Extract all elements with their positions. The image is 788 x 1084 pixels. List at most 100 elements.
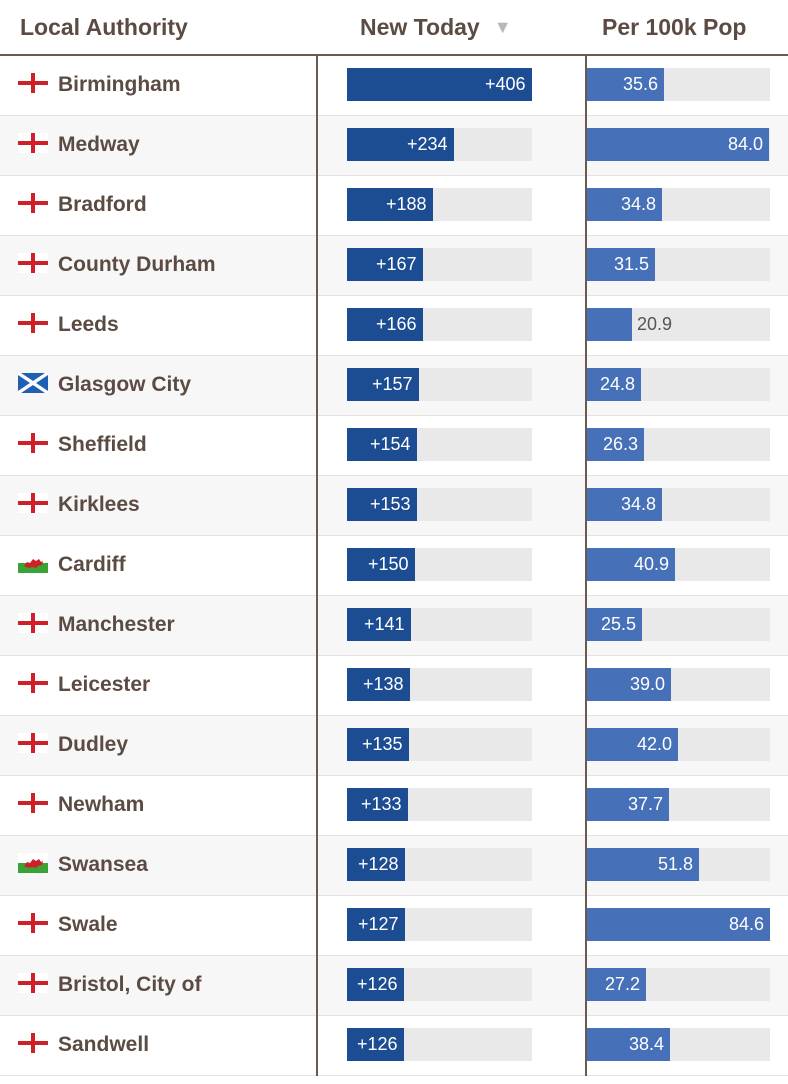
per-100k-value: 24.8	[600, 374, 636, 394]
per-100k-bar	[587, 128, 769, 161]
per-100k-value: 38.4	[629, 1034, 665, 1054]
new-today-value: +153	[370, 494, 411, 514]
new-today-bar-track: +153	[347, 488, 532, 521]
per-100k-value: 27.2	[605, 974, 641, 994]
per-100k-bar-track: 34.8	[587, 188, 770, 221]
per-100k-bar-track: 24.8	[587, 368, 770, 401]
per-100k-bar	[587, 68, 664, 101]
per-100k-value: 35.6	[623, 74, 659, 94]
table-row: Leicester +138 39.0	[0, 656, 788, 716]
per-100k-value: 37.7	[628, 794, 664, 814]
table-row: Bristol, City of +126 27.2	[0, 956, 788, 1016]
new-today-bar-track: +157	[347, 368, 532, 401]
new-today-value: +126	[357, 1034, 398, 1054]
per-100k-value: 40.9	[634, 554, 670, 574]
per-100k-value: 84.0	[728, 134, 764, 154]
england-flag-icon	[18, 613, 48, 633]
table-row: Birmingham +406 35.6	[0, 56, 788, 116]
column-header-per-100k[interactable]: Per 100k Pop	[602, 0, 746, 54]
per-100k-bar	[587, 188, 662, 221]
new-today-bar-track: +127	[347, 908, 532, 941]
local-authority-name: Sheffield	[58, 433, 147, 456]
new-today-bar-track: +166	[347, 308, 532, 341]
new-today-bar	[347, 488, 417, 521]
new-today-value: +128	[358, 854, 399, 874]
new-today-bar-track: +234	[347, 128, 532, 161]
per-100k-bar-track: 27.2	[587, 968, 770, 1001]
new-today-bar	[347, 968, 404, 1001]
per-100k-value: 42.0	[637, 734, 673, 754]
per-100k-bar	[587, 308, 632, 341]
new-today-value: +406	[485, 74, 526, 94]
per-100k-bar-track: 37.7	[587, 788, 770, 821]
table-row: Kirklees +153 34.8	[0, 476, 788, 536]
new-today-bar-track: +126	[347, 1028, 532, 1061]
new-today-value: +126	[357, 974, 398, 994]
new-today-bar-track: +138	[347, 668, 532, 701]
per-100k-bar	[587, 548, 675, 581]
scotland-flag-icon	[17, 371, 49, 395]
table-row: Medway +234 84.0	[0, 116, 788, 176]
new-today-bar	[347, 368, 419, 401]
local-authority-name: Leeds	[58, 313, 119, 336]
local-authority-name: Swansea	[58, 853, 148, 876]
local-authority-name: Swale	[58, 913, 118, 936]
local-authority-name: Medway	[58, 133, 140, 156]
new-today-bar	[347, 788, 408, 821]
per-100k-bar-track: 31.5	[587, 248, 770, 281]
table-row: Glasgow City +157 24.8	[0, 356, 788, 416]
england-flag-icon	[18, 433, 48, 453]
per-100k-bar-track: 26.3	[587, 428, 770, 461]
new-today-value: +157	[372, 374, 413, 394]
england-flag-icon	[18, 733, 48, 753]
per-100k-value: 84.6	[729, 914, 765, 934]
per-100k-bar-track: 38.4	[587, 1028, 770, 1061]
per-100k-bar-track: 39.0	[587, 668, 770, 701]
column-header-new-today[interactable]: New Today ▼	[360, 0, 512, 54]
new-today-value: +150	[368, 554, 409, 574]
england-flag-icon	[18, 193, 48, 213]
local-authority-name: Bradford	[58, 193, 147, 216]
new-today-bar	[347, 608, 411, 641]
new-today-value: +166	[376, 314, 417, 334]
per-100k-bar	[587, 248, 655, 281]
per-100k-bar-track: 34.8	[587, 488, 770, 521]
new-today-value: +188	[386, 194, 427, 214]
new-today-bar-track: +128	[347, 848, 532, 881]
new-today-value: +141	[364, 614, 405, 634]
per-100k-bar	[587, 368, 641, 401]
wales-flag-icon	[18, 853, 48, 873]
table-row: Manchester +141 25.5	[0, 596, 788, 656]
per-100k-bar-track: 40.9	[587, 548, 770, 581]
new-today-bar-track: +135	[347, 728, 532, 761]
per-100k-bar	[587, 728, 678, 761]
new-today-bar	[347, 728, 409, 761]
england-flag-icon	[18, 913, 48, 933]
column-header-local-authority[interactable]: Local Authority	[20, 0, 188, 54]
table-row: Leeds +166 20.9	[0, 296, 788, 356]
new-today-bar	[347, 1028, 404, 1061]
new-today-value: +154	[370, 434, 411, 454]
new-today-value: +138	[363, 674, 404, 694]
local-authority-name: Glasgow City	[58, 373, 192, 396]
new-today-bar	[347, 128, 454, 161]
per-100k-value: 25.5	[601, 614, 637, 634]
table-header: Local Authority New Today ▼ Per 100k Pop	[0, 0, 788, 56]
per-100k-value: 34.8	[621, 194, 657, 214]
local-authority-name: Birmingham	[58, 73, 181, 96]
per-100k-bar-track: 42.0	[587, 728, 770, 761]
new-today-bar-track: +154	[347, 428, 532, 461]
per-100k-bar-track: 35.6	[587, 68, 770, 101]
new-today-bar-track: +406	[347, 68, 532, 101]
new-today-bar	[347, 428, 417, 461]
per-100k-bar-track: 51.8	[587, 848, 770, 881]
new-today-bar	[347, 848, 405, 881]
per-100k-bar	[587, 788, 669, 821]
local-authority-name: Kirklees	[58, 493, 140, 516]
per-100k-bar	[587, 428, 644, 461]
table-body: Birmingham +406 35.6 Medway +234 84.0 Bradford…	[0, 56, 788, 1076]
england-flag-icon	[18, 973, 48, 993]
per-100k-bar-track: 20.9	[587, 308, 770, 341]
per-100k-value: 26.3	[603, 434, 639, 454]
column-header-label: Per 100k Pop	[602, 14, 747, 40]
